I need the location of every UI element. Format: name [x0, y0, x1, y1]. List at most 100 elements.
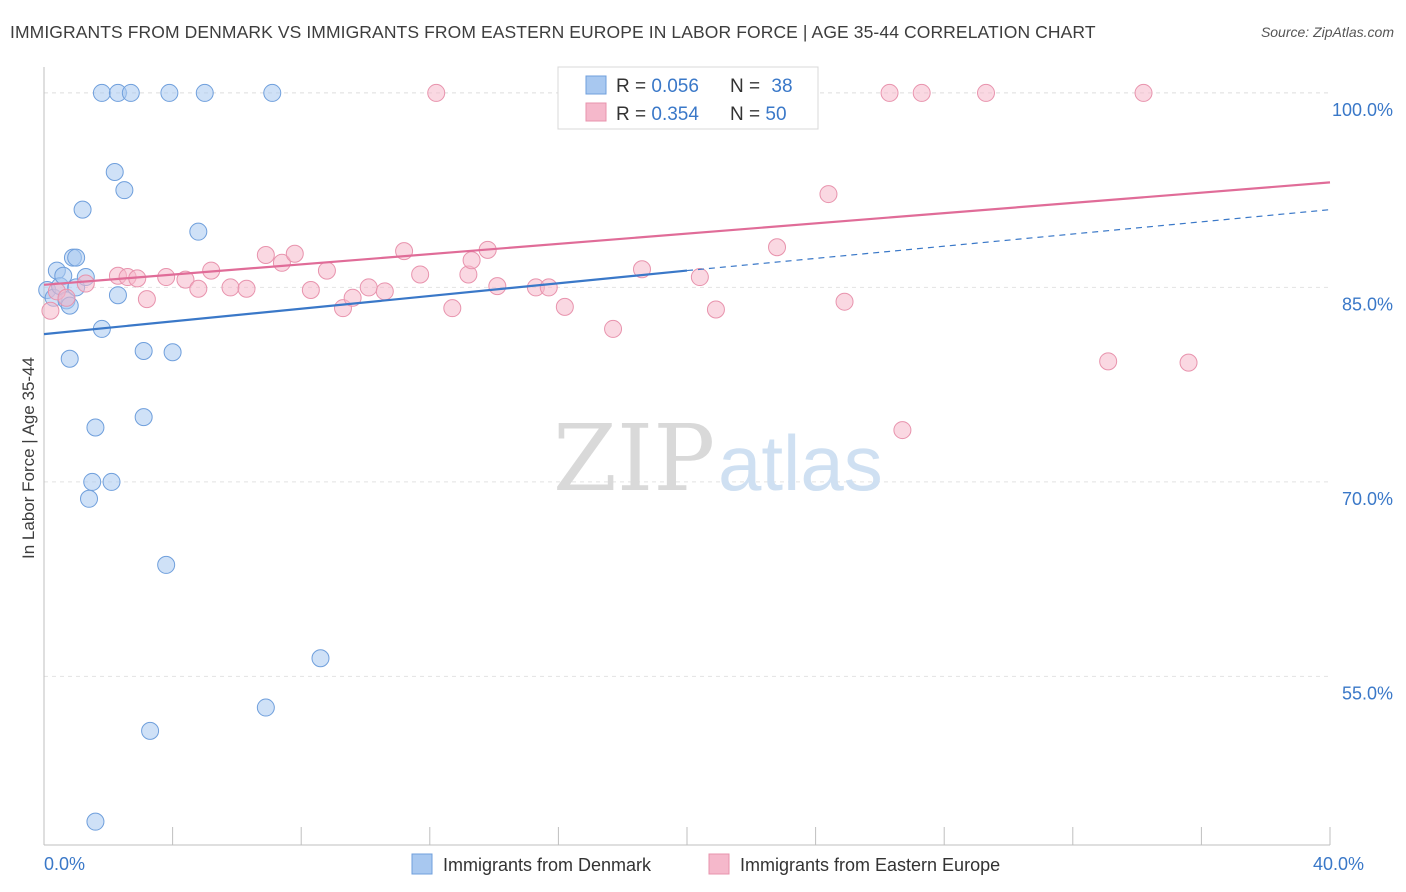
point-denmark	[195, 83, 214, 102]
x-tick-label: 40.0%	[1313, 854, 1364, 874]
legend-label-denmark: Immigrants from Denmark	[443, 855, 652, 875]
trend-line-denmark-extension	[686, 209, 1331, 272]
point-eastern-europe	[157, 268, 176, 287]
point-eastern-europe	[880, 83, 899, 102]
y-tick-label: 100.0%	[1332, 100, 1393, 120]
point-eastern-europe	[835, 292, 854, 311]
point-denmark	[115, 181, 134, 200]
stats-swatch-eastern-europe	[585, 102, 607, 122]
point-denmark	[141, 721, 160, 740]
point-denmark	[108, 286, 127, 305]
point-denmark	[163, 343, 182, 362]
point-eastern-europe	[706, 300, 725, 319]
chart-title: IMMIGRANTS FROM DENMARK VS IMMIGRANTS FR…	[10, 22, 1096, 42]
point-eastern-europe	[76, 274, 95, 293]
point-eastern-europe	[1099, 352, 1118, 371]
point-eastern-europe	[1179, 353, 1198, 372]
point-eastern-europe	[317, 261, 336, 280]
point-denmark	[102, 472, 121, 491]
y-tick-label: 70.0%	[1342, 489, 1393, 509]
point-eastern-europe	[221, 278, 240, 297]
stats-r-label-denmark: R =	[616, 76, 651, 97]
legend-swatch-denmark	[411, 853, 433, 875]
point-denmark	[105, 163, 124, 182]
watermark-zip: ZIP	[553, 405, 715, 512]
stats-r-value-denmark: 0.056	[651, 76, 699, 97]
point-eastern-europe	[359, 278, 378, 297]
point-eastern-europe	[237, 279, 256, 298]
svg-text:N = 50: N = 50	[730, 104, 787, 125]
point-eastern-europe	[819, 185, 838, 204]
x-tick-label: 0.0%	[44, 854, 85, 874]
axes: 100.0% 85.0% 70.0% 55.0% 0.0% 40.0%	[43, 67, 1393, 874]
y-tick-label: 85.0%	[1342, 294, 1393, 314]
source-credit: Source: ZipAtlas.com	[1260, 24, 1394, 40]
watermark-atlas: atlas	[718, 419, 883, 507]
point-eastern-europe	[176, 270, 195, 289]
point-denmark	[80, 489, 99, 508]
point-denmark	[160, 83, 179, 102]
point-denmark	[67, 248, 86, 267]
stats-legend: R = 0.056 N = 38 R = 0.354 N = 50	[557, 66, 819, 130]
stats-r-value-eastern-europe: 0.354	[651, 104, 699, 125]
point-denmark	[86, 418, 105, 437]
stats-r-label-eastern-europe: R =	[616, 104, 651, 125]
point-eastern-europe	[375, 282, 394, 301]
svg-text:N = 38: N = 38	[730, 76, 793, 97]
y-tick-label: 55.0%	[1342, 683, 1393, 703]
point-denmark	[92, 83, 111, 102]
point-eastern-europe	[690, 268, 709, 287]
svg-text:R = 0.056: R = 0.056	[616, 76, 699, 97]
point-denmark	[83, 472, 102, 491]
point-denmark	[86, 812, 105, 831]
point-eastern-europe	[301, 281, 320, 300]
point-eastern-europe	[893, 421, 912, 440]
point-eastern-europe	[411, 265, 430, 284]
data-points	[38, 83, 1198, 831]
stats-n-value-denmark: 38	[771, 76, 792, 97]
point-eastern-europe	[137, 290, 156, 309]
point-denmark	[157, 555, 176, 574]
point-eastern-europe	[285, 244, 304, 263]
point-denmark	[134, 341, 153, 360]
svg-text:R = 0.354: R = 0.354	[616, 104, 699, 125]
point-denmark	[311, 649, 330, 668]
point-denmark	[121, 83, 140, 102]
point-eastern-europe	[604, 319, 623, 338]
y-axis-label: In Labor Force | Age 35-44	[19, 357, 38, 559]
point-denmark	[189, 222, 208, 241]
point-eastern-europe	[189, 279, 208, 298]
stats-n-value-eastern-europe: 50	[765, 104, 786, 125]
point-eastern-europe	[256, 246, 275, 265]
trend-line-eastern-europe	[43, 181, 1331, 286]
point-denmark	[60, 349, 79, 368]
point-eastern-europe	[976, 83, 995, 102]
point-denmark	[256, 698, 275, 717]
point-eastern-europe	[488, 277, 507, 296]
point-eastern-europe	[427, 83, 446, 102]
series-legend: Immigrants from Denmark Immigrants from …	[411, 853, 1000, 875]
stats-n-label-denmark: N =	[730, 76, 765, 97]
point-eastern-europe	[57, 288, 76, 307]
legend-swatch-eastern-europe	[708, 853, 730, 875]
point-eastern-europe	[443, 299, 462, 318]
point-denmark	[263, 83, 282, 102]
point-eastern-europe	[343, 288, 362, 307]
point-denmark	[134, 408, 153, 427]
point-eastern-europe	[462, 251, 481, 270]
point-eastern-europe	[555, 297, 574, 316]
watermark: ZIP atlas	[553, 405, 883, 512]
trend-line-denmark	[43, 269, 688, 336]
point-eastern-europe	[41, 301, 60, 320]
legend-label-eastern-europe: Immigrants from Eastern Europe	[740, 855, 1000, 875]
stats-swatch-denmark	[585, 75, 607, 95]
stats-n-label-eastern-europe: N =	[730, 104, 765, 125]
point-denmark	[73, 200, 92, 219]
point-eastern-europe	[1134, 83, 1153, 102]
point-eastern-europe	[768, 238, 787, 257]
trend-lines	[43, 181, 1331, 336]
point-eastern-europe	[912, 83, 931, 102]
gridlines	[44, 92, 1330, 677]
point-eastern-europe	[539, 278, 558, 297]
